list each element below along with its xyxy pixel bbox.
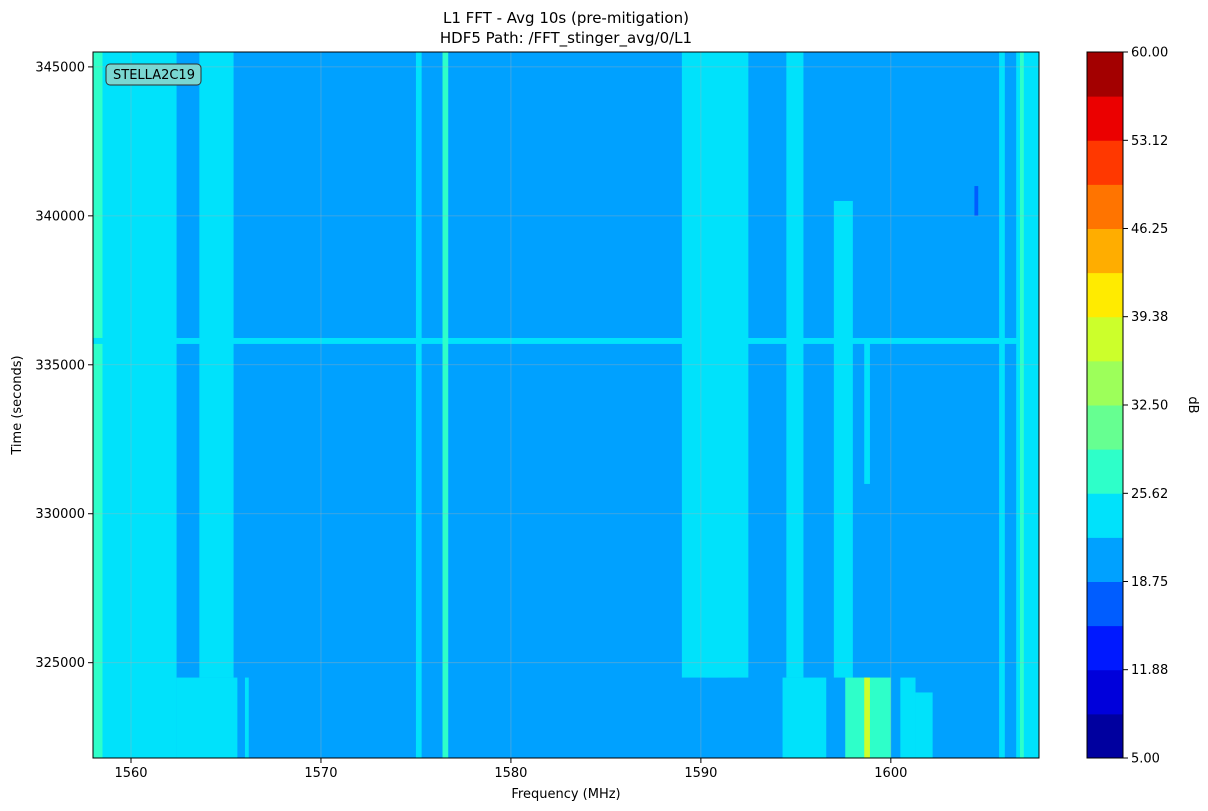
colorbar-segment-13 bbox=[1087, 140, 1123, 185]
y-tick-label: 335000 bbox=[35, 358, 85, 373]
x-tick-label: 1570 bbox=[304, 766, 337, 781]
colorbar-tick-label: 60.00 bbox=[1131, 46, 1168, 61]
colorbar-label: dB bbox=[1185, 396, 1200, 413]
heatmap-feature-14 bbox=[864, 677, 870, 758]
x-axis: 1560 1570 1580 1590 1600 bbox=[114, 758, 907, 781]
chart-title: L1 FFT - Avg 10s (pre-mitigation) bbox=[443, 9, 689, 27]
colorbar-segment-12 bbox=[1087, 184, 1123, 229]
y-tick-label: 325000 bbox=[35, 656, 85, 671]
colorbar-tick-label: 39.38 bbox=[1131, 310, 1168, 325]
colorbar-segment-6 bbox=[1087, 449, 1123, 494]
y-axis-label: Time (seconds) bbox=[10, 355, 25, 455]
colorbar-segment-10 bbox=[1087, 272, 1123, 318]
colorbar-segment-3 bbox=[1087, 581, 1123, 627]
heatmap-feature-10 bbox=[786, 52, 804, 678]
colorbar-tick-label: 5.00 bbox=[1131, 752, 1160, 767]
heatmap-feature-19 bbox=[1016, 52, 1039, 758]
y-tick-label: 330000 bbox=[35, 507, 85, 522]
colorbar-segment-15 bbox=[1087, 52, 1123, 97]
heatmap-feature-2 bbox=[176, 677, 238, 758]
heatmap-features bbox=[93, 52, 1039, 758]
heatmap-feature-9 bbox=[704, 52, 728, 678]
colorbar-segment-1 bbox=[1087, 669, 1123, 715]
y-axis: 325000 330000 335000 340000 345000 bbox=[35, 60, 93, 671]
plot-area bbox=[92, 51, 1040, 759]
x-tick-label: 1560 bbox=[114, 766, 147, 781]
colorbar-segment-2 bbox=[1087, 625, 1123, 671]
heatmap-feature-18 bbox=[999, 52, 1005, 758]
title-block: L1 FFT - Avg 10s (pre-mitigation) HDF5 P… bbox=[440, 9, 692, 48]
heatmap-feature-12 bbox=[782, 677, 827, 758]
x-axis-label: Frequency (MHz) bbox=[511, 787, 620, 802]
y-tick-label: 340000 bbox=[35, 209, 85, 224]
plot-frame bbox=[92, 51, 1040, 759]
grid-lines bbox=[93, 52, 1039, 758]
colorbar-tick-label: 25.62 bbox=[1131, 487, 1168, 502]
heatmap-feature-17 bbox=[915, 692, 933, 758]
heatmap-feature-3 bbox=[244, 677, 249, 758]
heatmap-feature-16 bbox=[900, 677, 916, 758]
x-tick-label: 1600 bbox=[874, 766, 907, 781]
colorbar-segment-11 bbox=[1087, 228, 1123, 274]
chart-subtitle: HDF5 Path: /FFT_stinger_avg/0/L1 bbox=[440, 29, 692, 48]
colorbar-tick-label: 11.88 bbox=[1131, 663, 1168, 678]
colorbar-tick-label: 32.50 bbox=[1131, 399, 1168, 414]
heatmap-feature-6 bbox=[415, 52, 422, 758]
annotation-badge: STELLA2C19 bbox=[105, 63, 202, 86]
colorbar-tick-label: 46.25 bbox=[1131, 222, 1168, 237]
colorbar-segment-4 bbox=[1087, 537, 1123, 582]
heatmap-feature-21 bbox=[974, 186, 979, 216]
heatmap-feature-0 bbox=[93, 52, 177, 758]
heatmap-feature-7 bbox=[442, 52, 449, 758]
heatmap-feature-11 bbox=[833, 200, 853, 678]
x-tick-label: 1580 bbox=[494, 766, 527, 781]
annotation-label: STELLA2C19 bbox=[113, 68, 195, 83]
heatmap-feature-15 bbox=[864, 340, 870, 484]
heatmap-background bbox=[93, 52, 1039, 758]
heatmap-feature-5 bbox=[199, 52, 234, 678]
colorbar-segment-5 bbox=[1087, 493, 1123, 538]
colorbar-segment-7 bbox=[1087, 405, 1123, 450]
x-tick-label: 1590 bbox=[684, 766, 717, 781]
colorbar-segment-0 bbox=[1087, 713, 1123, 759]
colorbar-segment-8 bbox=[1087, 360, 1123, 406]
y-tick-label: 345000 bbox=[35, 60, 85, 75]
heatmap-feature-20 bbox=[1020, 52, 1024, 758]
colorbar: 5.00 11.88 18.75 25.62 32.50 39.38 46.25 53.12 6… bbox=[1086, 46, 1168, 767]
heatmap-feature-1 bbox=[93, 52, 103, 758]
colorbar-segment-9 bbox=[1087, 316, 1123, 362]
colorbar-tick-label: 18.75 bbox=[1131, 575, 1168, 590]
colorbar-segment-14 bbox=[1087, 96, 1123, 141]
heatmap-feature-4 bbox=[93, 337, 1039, 344]
colorbar-tick-label: 53.12 bbox=[1131, 134, 1168, 149]
